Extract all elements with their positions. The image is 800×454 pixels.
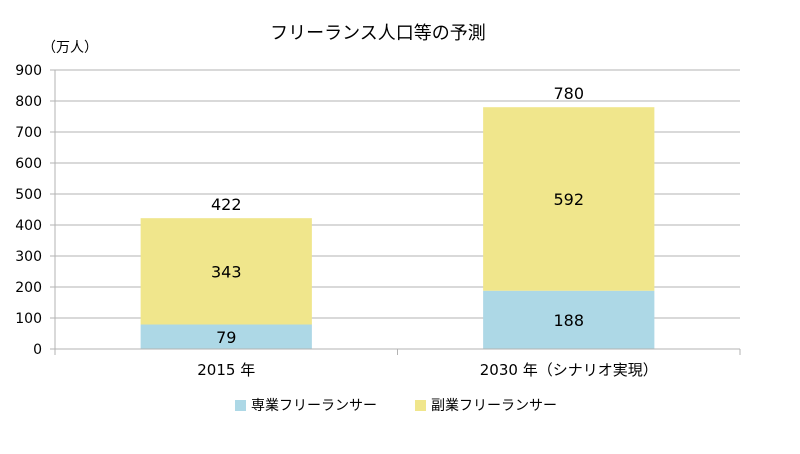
legend-label: 専業フリーランサー — [251, 398, 377, 414]
data-label: 343 — [211, 262, 242, 281]
y-tick-label: 700 — [15, 125, 42, 141]
x-category-label: 2015 年 — [197, 361, 255, 379]
legend-swatch — [415, 400, 426, 411]
bar-segment-full-time — [140, 324, 312, 349]
legend: 専業フリーランサー 副業フリーランサー — [235, 398, 557, 414]
bar-segment-side-job — [483, 107, 655, 291]
bar-segment-full-time — [483, 290, 655, 349]
y-tick-label: 800 — [15, 94, 42, 110]
data-label: 592 — [553, 190, 584, 209]
labels: 79 343 422 2015 年 188 592 780 2030 年（シナリオ実現） — [197, 84, 657, 379]
total-label: 422 — [211, 195, 242, 214]
chart-title: フリーランス人口等の予測 — [270, 23, 486, 44]
legend-swatch — [235, 400, 246, 411]
y-tick-label: 0 — [33, 342, 42, 358]
axes: 0 100 200 300 400 500 600 700 800 900 — [15, 63, 741, 358]
y-tick-label: 300 — [15, 249, 42, 265]
y-tick-label: 600 — [15, 156, 42, 172]
y-axis-unit-label: （万人） — [42, 40, 98, 56]
y-tick-label: 100 — [15, 311, 42, 327]
y-tick-label: 900 — [15, 63, 42, 79]
data-label: 79 — [216, 328, 236, 347]
data-label: 188 — [553, 311, 584, 330]
x-category-label: 2030 年（シナリオ実現） — [480, 361, 658, 379]
bars — [140, 107, 655, 349]
bar-segment-side-job — [140, 218, 312, 325]
total-label: 780 — [553, 84, 584, 103]
y-tick-label: 400 — [15, 218, 42, 234]
y-tick-label: 200 — [15, 280, 42, 296]
legend-label: 副業フリーランサー — [431, 398, 557, 414]
y-tick-label: 500 — [15, 187, 42, 203]
